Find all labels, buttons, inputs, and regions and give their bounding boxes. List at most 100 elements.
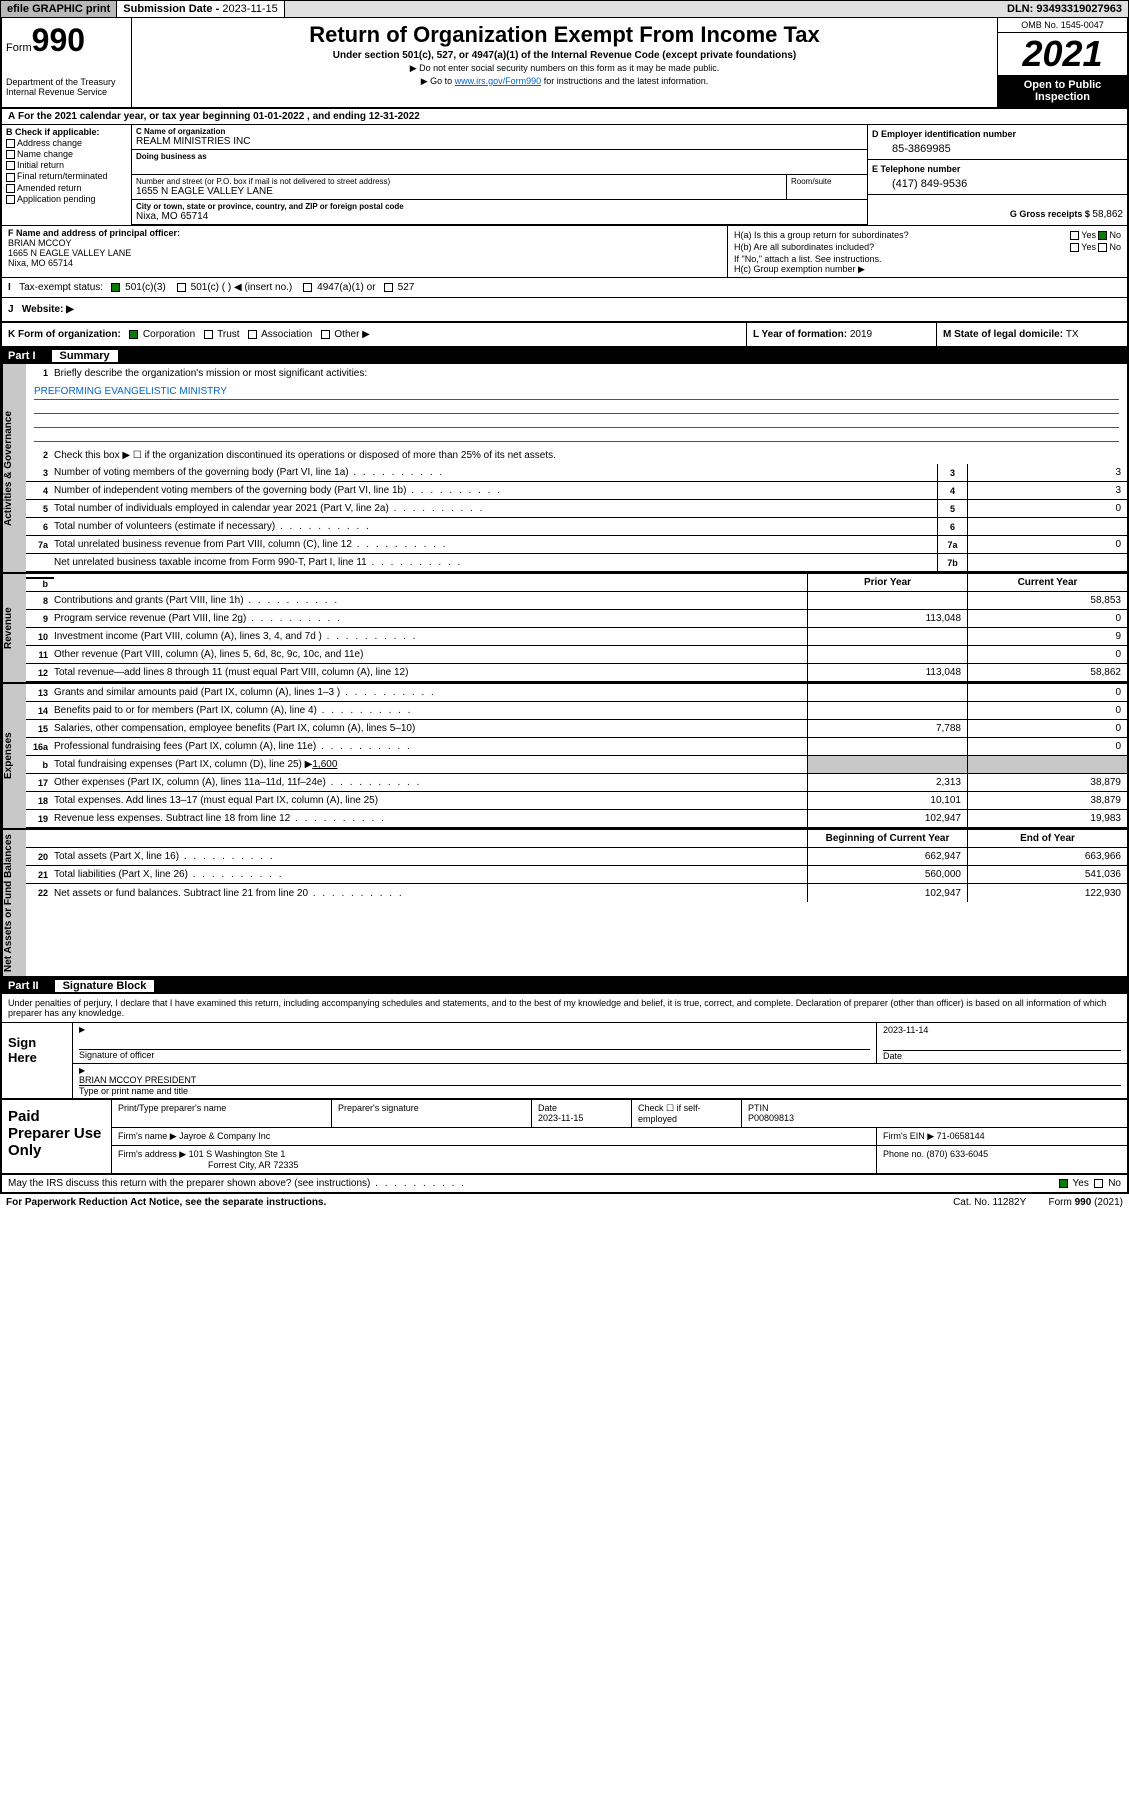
chk-501c3[interactable]: [111, 283, 120, 292]
part1-title: Summary: [52, 350, 118, 362]
expenses: Expenses 13Grants and similar amounts pa…: [0, 684, 1129, 830]
section-i: I Tax-exempt status: 501(c)(3) 501(c) ( …: [0, 277, 1129, 298]
line-8: 8Contributions and grants (Part VIII, li…: [26, 592, 1127, 610]
l11-curr: 0: [967, 646, 1127, 663]
sign-here-content: ▶ Signature of officer 2023-11-14 Date ▶…: [72, 1023, 1127, 1098]
l19-text: Revenue less expenses. Subtract line 18 …: [54, 811, 807, 826]
firm-ein-label: Firm's EIN ▶: [883, 1131, 937, 1141]
paid-preparer-block: Paid Preparer Use Only Print/Type prepar…: [0, 1100, 1129, 1175]
pt-self-emp[interactable]: Check ☐ if self-employed: [632, 1100, 742, 1127]
line-6: 6Total number of volunteers (estimate if…: [26, 518, 1127, 536]
l16b-curr: [967, 756, 1127, 773]
section-l: L Year of formation: 2019: [747, 323, 937, 346]
pt-sig-label: Preparer's signature: [332, 1100, 532, 1127]
name-chg-lbl: Name change: [17, 149, 73, 159]
submission-date-value: 2023-11-15: [222, 3, 277, 15]
hb-yes: Yes: [1081, 242, 1096, 252]
sig-row-1: ▶ Signature of officer 2023-11-14 Date: [73, 1023, 1127, 1064]
l14-curr: 0: [967, 702, 1127, 719]
line-18: 18Total expenses. Add lines 13–17 (must …: [26, 792, 1127, 810]
chk-initial-return[interactable]: Initial return: [6, 160, 127, 170]
mission-block: PREFORMING EVANGELISTIC MINISTRY: [26, 382, 1127, 446]
l-value: 2019: [850, 329, 872, 340]
line-22: 22Net assets or fund balances. Subtract …: [26, 884, 1127, 902]
paid-preparer-label: Paid Preparer Use Only: [2, 1100, 112, 1173]
section-deg: D Employer identification number 85-3869…: [867, 125, 1127, 225]
l16b-lbl: Total fundraising expenses (Part IX, col…: [54, 759, 312, 770]
chk-app-pending[interactable]: Application pending: [6, 194, 127, 204]
chk-4947[interactable]: [303, 283, 312, 292]
addr-label: Number and street (or P.O. box if mail i…: [136, 177, 782, 186]
chk-final-return[interactable]: Final return/terminated: [6, 171, 127, 181]
pt-name-label: Print/Type preparer's name: [112, 1100, 332, 1127]
hb-note: If "No," attach a list. See instructions…: [734, 254, 1121, 264]
l13-curr: 0: [967, 684, 1127, 701]
pra-text: For Paperwork Reduction Act Notice, see …: [6, 1197, 326, 1208]
part2-num: Part II: [8, 980, 55, 992]
officer-addr2: Nixa, MO 65714: [8, 258, 721, 268]
f-label: F Name and address of principal officer:: [8, 228, 721, 238]
l2-text: Check this box ▶ ☐ if the organization d…: [54, 448, 1127, 463]
sig-date-value: 2023-11-14: [883, 1025, 1121, 1035]
eoy-hdr: End of Year: [967, 830, 1127, 847]
line-3: 3Number of voting members of the governi…: [26, 464, 1127, 482]
may-irs-row: May the IRS discuss this return with the…: [0, 1175, 1129, 1194]
form990-footer: Form 990 (2021): [1049, 1197, 1123, 1208]
ha-yesno[interactable]: Yes No: [1070, 230, 1121, 240]
l-label: L Year of formation:: [753, 329, 850, 340]
line-16a: 16aProfessional fundraising fees (Part I…: [26, 738, 1127, 756]
ha-yes: Yes: [1081, 230, 1096, 240]
city-value: Nixa, MO 65714: [136, 211, 863, 222]
l19-curr: 19,983: [967, 810, 1127, 827]
line-10: 10Investment income (Part VIII, column (…: [26, 628, 1127, 646]
pt-date-cell: Date2023-11-15: [532, 1100, 632, 1127]
chk-assoc[interactable]: [248, 330, 257, 339]
chk-trust[interactable]: [204, 330, 213, 339]
l18-prior: 10,101: [807, 792, 967, 809]
prep-row-3: Firm's address ▶ 101 S Washington Ste 1F…: [112, 1146, 1127, 1173]
sig-name-cell: ▶ BRIAN MCCOY PRESIDENT Type or print na…: [73, 1064, 1127, 1098]
l22-prior: 102,947: [807, 884, 967, 902]
sig-name-value: BRIAN MCCOY PRESIDENT: [79, 1075, 1121, 1085]
l16a-text: Professional fundraising fees (Part IX, …: [54, 739, 807, 754]
mission-text: PREFORMING EVANGELISTIC MINISTRY: [34, 386, 1119, 400]
l11-prior: [807, 646, 967, 663]
form-subtitle: Under section 501(c), 527, or 4947(a)(1)…: [140, 50, 989, 61]
officer-addr1: 1665 N EAGLE VALLEY LANE: [8, 248, 721, 258]
chk-other[interactable]: [321, 330, 330, 339]
chk-527[interactable]: [384, 283, 393, 292]
efile-print-button[interactable]: efile GRAPHIC print: [1, 1, 117, 17]
m-value: TX: [1066, 329, 1079, 340]
line-9: 9Program service revenue (Part VIII, lin…: [26, 610, 1127, 628]
m-label: M State of legal domicile:: [943, 329, 1066, 340]
room-label: Room/suite: [791, 177, 863, 186]
hb-row: H(b) Are all subordinates included? Yes …: [734, 242, 1121, 252]
l13-prior: [807, 684, 967, 701]
may-irs-yesno[interactable]: Yes No: [1059, 1178, 1121, 1189]
chk-corp[interactable]: [129, 330, 138, 339]
firm-name-label: Firm's name ▶: [118, 1131, 179, 1141]
firm-ein-cell: Firm's EIN ▶ 71-0658144: [877, 1128, 1127, 1145]
l17-prior: 2,313: [807, 774, 967, 791]
chk-501c[interactable]: [177, 283, 186, 292]
header-mid: Return of Organization Exempt From Incom…: [132, 18, 997, 107]
chk-amended[interactable]: Amended return: [6, 183, 127, 193]
irs-link[interactable]: www.irs.gov/Form990: [455, 76, 542, 86]
header-left: Form990 Department of the Treasury Inter…: [2, 18, 132, 107]
line-2: 2 Check this box ▶ ☐ if the organization…: [26, 446, 1127, 464]
l6-val: [967, 518, 1127, 535]
gross-value: 58,862: [1092, 209, 1123, 220]
firm-addr2: Forrest City, AR 72335: [118, 1160, 298, 1170]
part1-header: Part I Summary: [0, 348, 1129, 364]
hb-yesno[interactable]: Yes No: [1070, 242, 1121, 252]
l21-prior: 560,000: [807, 866, 967, 883]
ptin-value: P00809813: [748, 1113, 794, 1123]
section-klm: K Form of organization: Corporation Trus…: [0, 323, 1129, 348]
firm-addr-cell: Firm's address ▶ 101 S Washington Ste 1F…: [112, 1146, 877, 1173]
line-7a: 7aTotal unrelated business revenue from …: [26, 536, 1127, 554]
chk-name-change[interactable]: Name change: [6, 149, 127, 159]
chk-address-change[interactable]: Address change: [6, 138, 127, 148]
l5-val: 0: [967, 500, 1127, 517]
l14-prior: [807, 702, 967, 719]
officer-sig-line: [79, 1034, 870, 1050]
